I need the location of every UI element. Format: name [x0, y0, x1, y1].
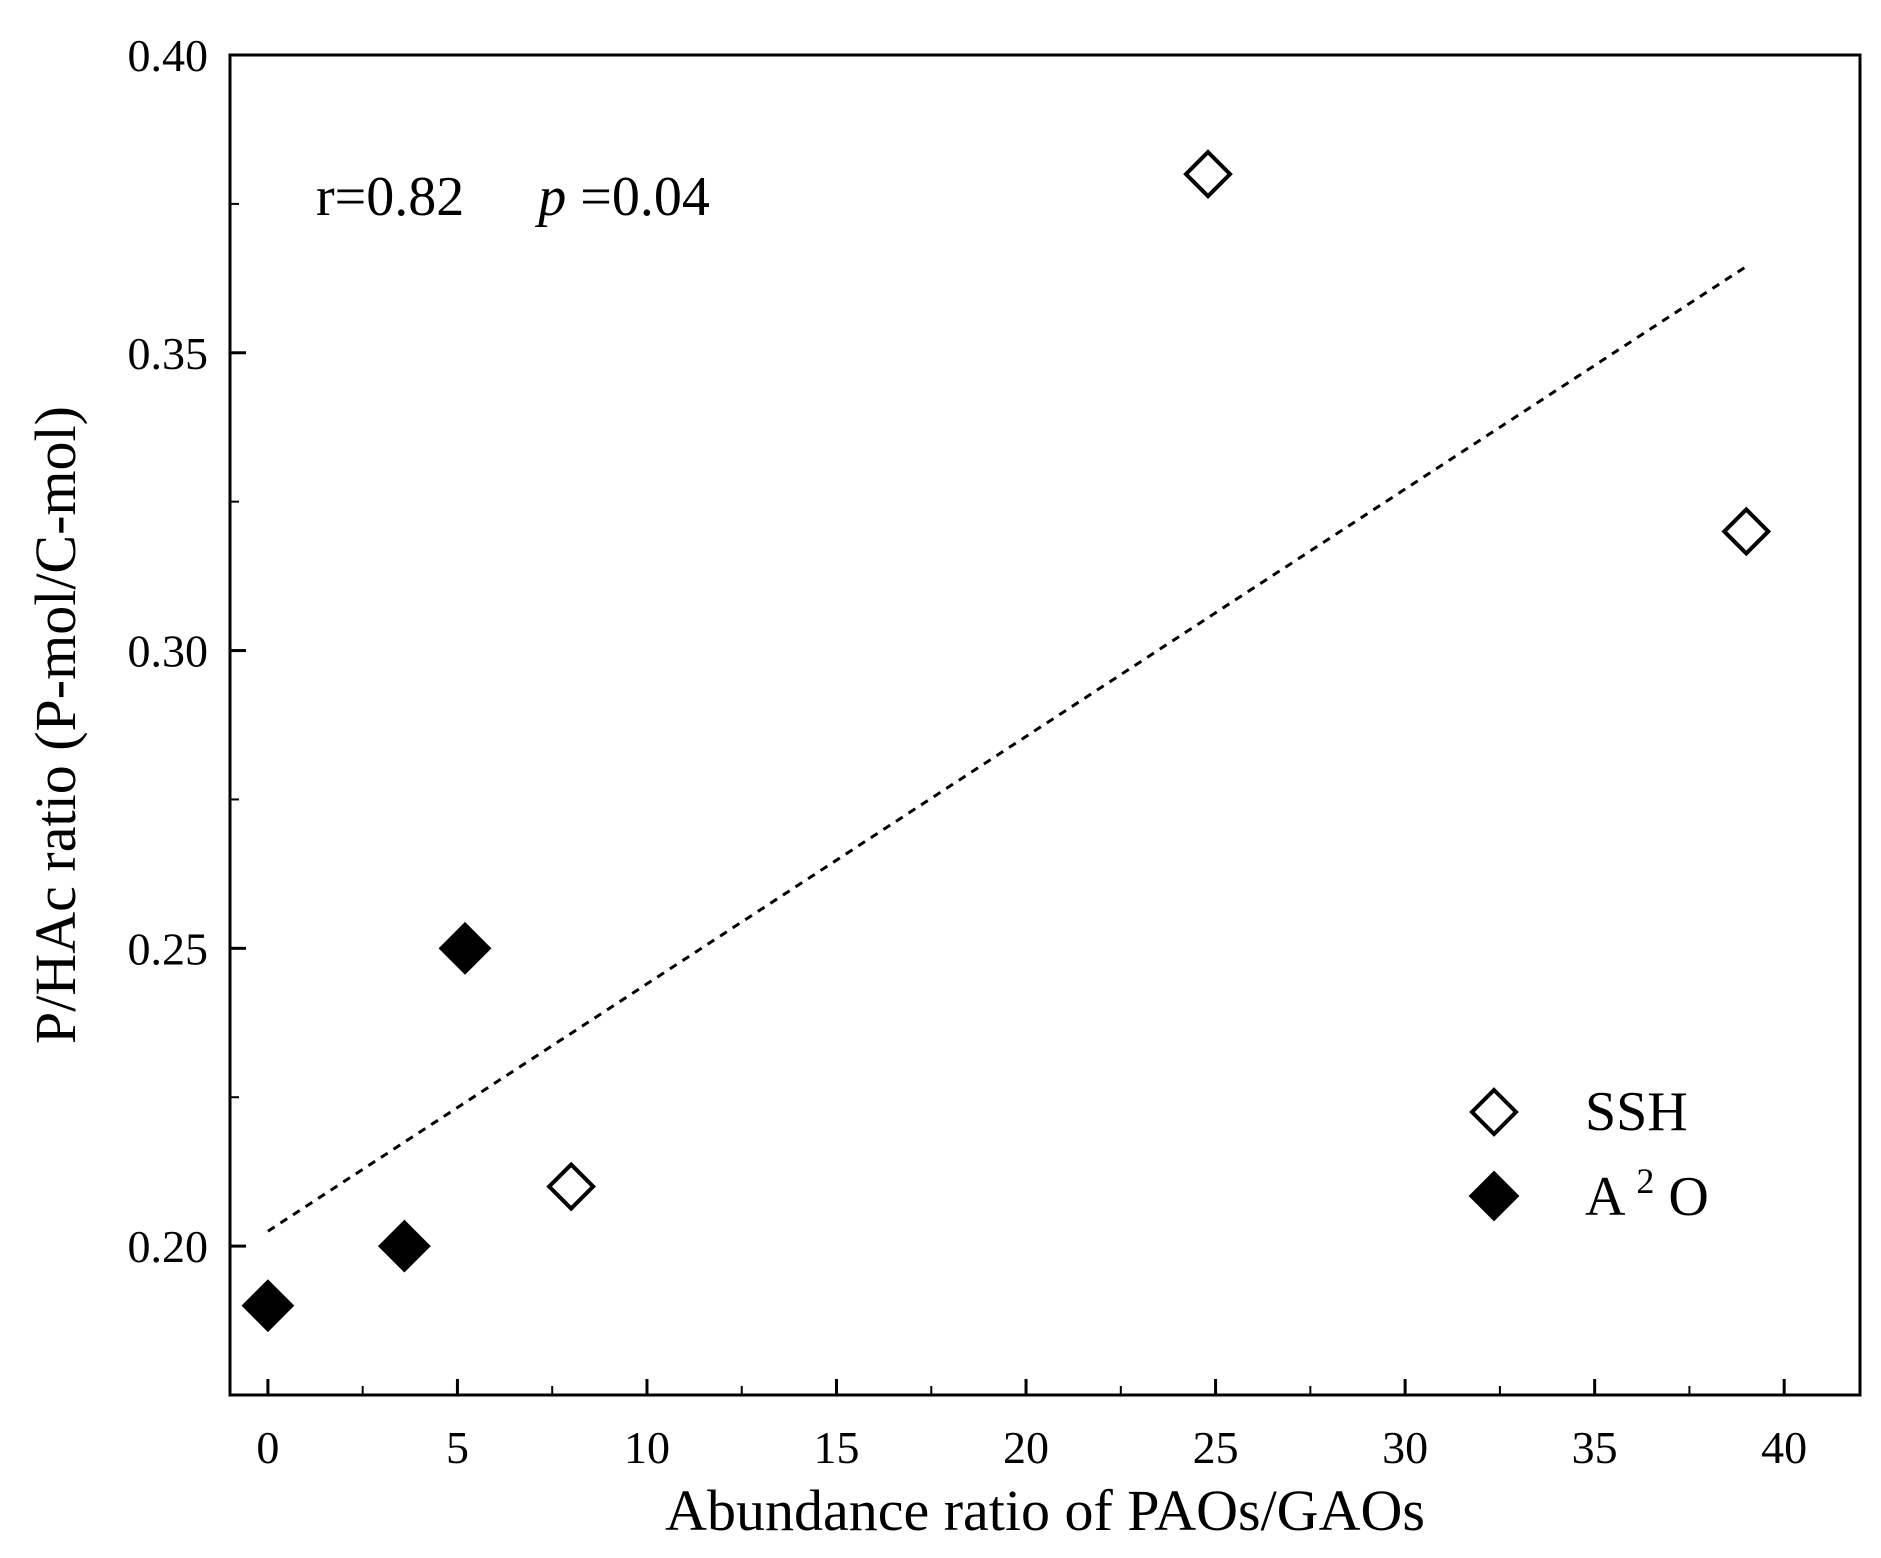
x-tick-label: 40: [1761, 1422, 1807, 1473]
x-axis-ticks: 0 5 10 15 20 25 30 35 40: [256, 1379, 1807, 1473]
y-axis-title: P/HAc ratio (P-mol/C-mol): [23, 406, 88, 1044]
legend-label-a2o-end: O: [1668, 1166, 1708, 1228]
data-point-a2o: [377, 1219, 431, 1273]
y-tick-label: 0.35: [128, 328, 209, 379]
r-value-text: r=0.82: [316, 166, 464, 228]
x-axis-title: Abundance ratio of PAOs/GAOs: [665, 1478, 1425, 1543]
y-tick-label: 0.20: [128, 1221, 209, 1272]
legend-label-a2o: A 2 O: [1585, 1144, 1709, 1228]
x-tick-label: 25: [1193, 1422, 1239, 1473]
y-axis-ticks: 0.20 0.25 0.30 0.35 0.40: [128, 30, 246, 1396]
legend-marker-a2o: [1468, 1170, 1520, 1222]
data-points: [241, 149, 1772, 1333]
y-tick-label: 0.30: [128, 626, 209, 677]
legend-label-ssh: SSH: [1585, 1081, 1688, 1143]
legend: SSH A 2 O: [1468, 1081, 1709, 1228]
y-tick-label: 0.25: [128, 923, 209, 974]
data-point-ssh: [546, 1161, 596, 1212]
x-tick-label: 35: [1572, 1422, 1618, 1473]
p-value-text: =0.04: [580, 166, 710, 228]
p-symbol-text: p: [534, 166, 566, 228]
trend-line: [267, 265, 1748, 1233]
legend-label-a2o-sup: 2: [1636, 1161, 1654, 1201]
y-tick-label: 0.40: [128, 30, 209, 81]
data-point-ssh: [1183, 149, 1233, 199]
x-tick-label: 10: [624, 1422, 670, 1473]
correlation-annotation: r=0.82 p =0.04: [316, 166, 710, 228]
data-point-ssh: [1721, 506, 1772, 557]
legend-marker-ssh: [1469, 1087, 1519, 1137]
plot-frame: [228, 53, 1862, 1397]
x-tick-label: 30: [1382, 1422, 1428, 1473]
legend-label-a2o-base: A: [1585, 1166, 1626, 1228]
x-tick-label: 20: [1003, 1422, 1049, 1473]
data-point-a2o: [241, 1279, 295, 1333]
x-tick-label: 5: [446, 1422, 469, 1473]
x-tick-label: 15: [814, 1422, 860, 1473]
x-tick-label: 0: [256, 1422, 279, 1473]
data-point-a2o: [438, 921, 492, 975]
